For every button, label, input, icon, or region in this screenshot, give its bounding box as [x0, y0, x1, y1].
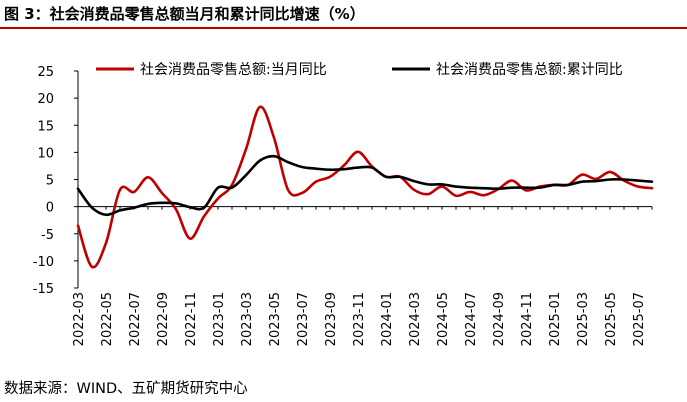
y-tick-label: 15 — [37, 119, 54, 134]
x-tick-label: 2024-01 — [380, 292, 395, 346]
x-tick-label: 2025-07 — [632, 292, 647, 346]
x-tick-label: 2025-05 — [604, 292, 619, 346]
x-tick-label: 2023-11 — [352, 292, 367, 346]
x-tick-label: 2023-03 — [240, 292, 255, 346]
x-tick-label: 2023-07 — [296, 292, 311, 346]
x-tick-label: 2025-01 — [548, 292, 563, 346]
plot-area — [76, 105, 654, 269]
x-tick-label: 2025-03 — [576, 292, 591, 346]
x-tick-label: 2022-11 — [184, 292, 199, 346]
series-line-cumulative — [76, 154, 654, 217]
x-tick-label: 2022-05 — [100, 292, 115, 346]
x-tick-label: 2024-11 — [520, 292, 535, 346]
y-tick-label: -5 — [41, 228, 54, 243]
y-tick-label: -15 — [33, 282, 54, 297]
y-tick-label: 0 — [46, 201, 54, 216]
y-tick-label: 20 — [37, 92, 54, 107]
y-tick-label: 25 — [37, 65, 54, 80]
x-tick-label: 2023-09 — [324, 292, 339, 346]
line-chart: 社会消费品零售总额:当月同比 社会消费品零售总额:累计同比 25 20 15 10 5 0… — [33, 62, 654, 346]
x-tick-label: 2022-03 — [72, 292, 87, 346]
series-line-monthly — [76, 105, 654, 269]
title-rule — [0, 27, 687, 29]
x-tick-label: 2023-01 — [212, 292, 227, 346]
legend: 社会消费品零售总额:当月同比 社会消费品零售总额:累计同比 — [96, 62, 623, 78]
axes: 25 20 15 10 5 0 -5 -10 -15 2022-03 2022-05 2022-07 2… — [33, 65, 653, 346]
y-tick-label: -10 — [33, 255, 54, 270]
x-tick-label: 2022-07 — [128, 292, 143, 346]
legend-label-cumulative: 社会消费品零售总额:累计同比 — [436, 62, 623, 78]
x-tick-label: 2024-05 — [436, 292, 451, 346]
x-tick-label: 2024-03 — [408, 292, 423, 346]
x-tick-label: 2022-09 — [156, 292, 171, 346]
source-note: 数据来源：WIND、五矿期货研究中心 — [4, 381, 248, 397]
legend-label-monthly: 社会消费品零售总额:当月同比 — [140, 62, 327, 78]
y-tick-label: 10 — [37, 146, 54, 161]
y-tick-label: 5 — [46, 174, 54, 189]
x-tick-label: 2023-05 — [268, 292, 283, 346]
x-tick-label: 2024-09 — [492, 292, 507, 346]
x-tick-label: 2024-07 — [464, 292, 479, 346]
figure-title: 图 3：社会消费品零售总额当月和累计同比增速（%） — [4, 5, 365, 23]
